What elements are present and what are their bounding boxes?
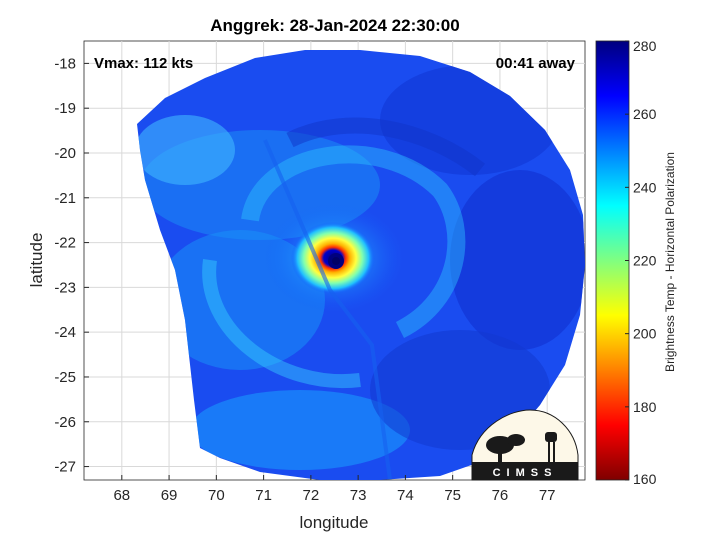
cimss-logo-text: CIMSS xyxy=(493,467,558,479)
x-tick-label: 77 xyxy=(539,487,556,504)
y-tick-label: -18 xyxy=(54,55,76,72)
colorbar-tick-label: 200 xyxy=(633,326,657,342)
y-tick-label: -21 xyxy=(54,190,76,207)
colorbar-ticks: 280 260 240 220 200 180 160 xyxy=(625,38,657,487)
x-tick-label: 73 xyxy=(350,487,367,504)
time-away-label: 00:41 away xyxy=(496,55,576,72)
colorbar-label: Brightness Temp - Horizontal Polarizatio… xyxy=(663,152,677,372)
y-axis-label: latitude xyxy=(27,233,46,288)
x-tick-label: 71 xyxy=(255,487,272,504)
x-tick-label: 72 xyxy=(303,487,320,504)
y-tick-label: -25 xyxy=(54,369,76,386)
y-axis: -18 -19 -20 -21 -22 -23 -24 -25 -26 -27 xyxy=(54,55,89,476)
y-tick-label: -23 xyxy=(54,279,76,296)
vmax-label: Vmax: 112 kts xyxy=(94,55,193,72)
x-tick-label: 68 xyxy=(113,487,130,504)
y-tick-label: -24 xyxy=(54,324,76,341)
colorbar xyxy=(595,40,630,481)
colorbar-tick-label: 260 xyxy=(633,106,657,122)
y-tick-label: -20 xyxy=(54,145,76,162)
x-tick-label: 74 xyxy=(397,487,414,504)
y-tick-label: -22 xyxy=(54,235,76,252)
x-axis-label: longitude xyxy=(299,513,368,532)
x-tick-label: 69 xyxy=(161,487,178,504)
colorbar-tick-label: 160 xyxy=(633,471,657,487)
cimss-logo: CIMSS xyxy=(471,409,579,481)
colorbar-tick-label: 280 xyxy=(633,38,657,54)
y-tick-label: -27 xyxy=(54,459,76,476)
y-tick-label: -26 xyxy=(54,414,76,431)
x-tick-label: 75 xyxy=(444,487,461,504)
y-tick-label: -19 xyxy=(54,100,76,117)
x-tick-label: 70 xyxy=(208,487,225,504)
colorbar-tick-label: 180 xyxy=(633,399,657,415)
map-title: Anggrek: 28-Jan-2024 22:30:00 xyxy=(210,16,459,35)
colorbar-tick-label: 220 xyxy=(633,253,657,269)
x-tick-label: 76 xyxy=(492,487,509,504)
colorbar-tick-label: 240 xyxy=(633,179,657,195)
